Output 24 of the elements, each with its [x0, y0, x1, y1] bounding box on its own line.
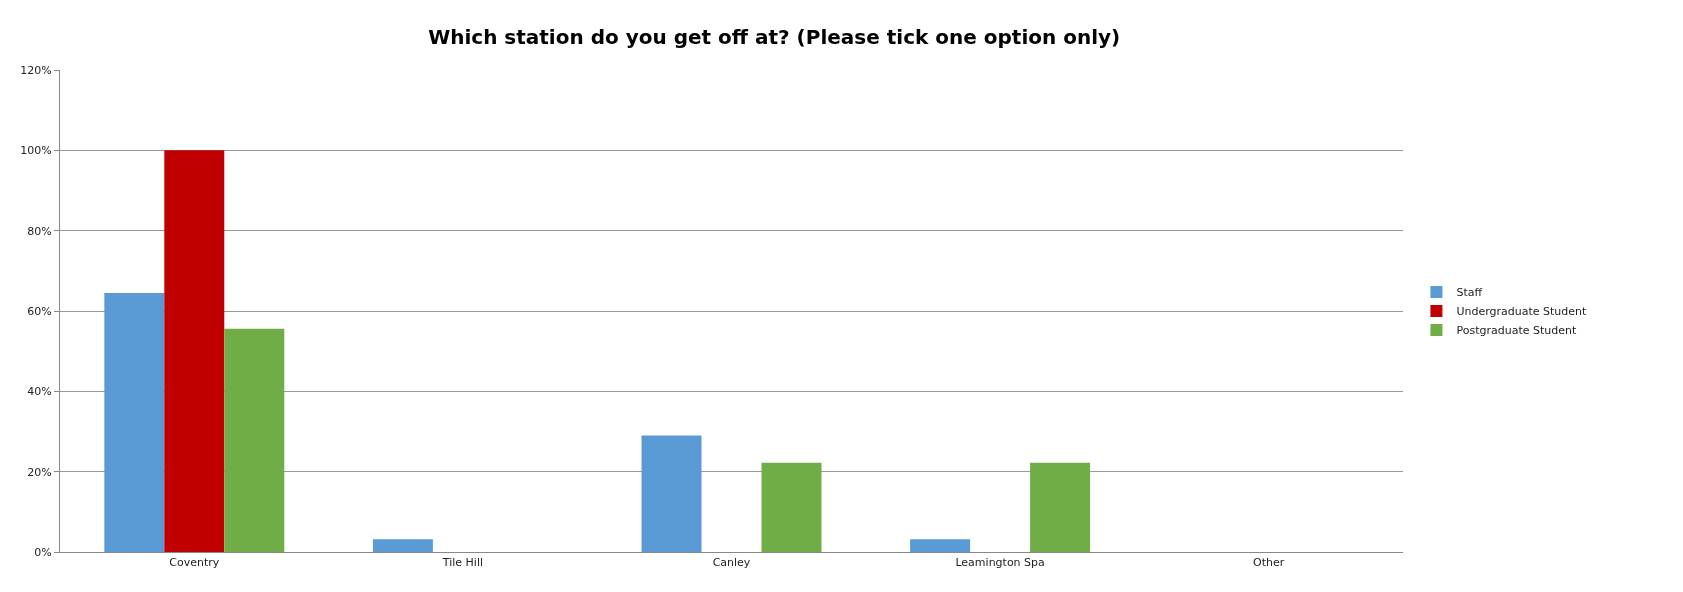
bar — [224, 328, 285, 552]
x-tick-label: Leamington Spa — [955, 556, 1045, 570]
y-tick-label: 0% — [34, 545, 52, 559]
y-tick-label: 20% — [27, 465, 52, 479]
y-tick-label: 100% — [20, 144, 52, 158]
bar — [641, 435, 702, 552]
x-tick-label: Other — [1253, 556, 1285, 570]
bar — [761, 462, 822, 552]
x-tick-label: Canley — [712, 556, 751, 570]
chart-title: Which station do you get off at? (Please tick one option only) — [428, 24, 1121, 49]
bar — [164, 150, 225, 552]
x-tick-label: Coventry — [169, 556, 220, 570]
legend-label: Postgraduate Student — [1456, 324, 1577, 338]
y-tick-label: 120% — [20, 63, 52, 77]
bar — [104, 292, 165, 552]
legend-label: Undergraduate Student — [1456, 305, 1588, 319]
x-tick-label: Tile Hill — [441, 556, 483, 570]
bar — [910, 539, 971, 552]
bar — [1030, 462, 1091, 552]
bar — [372, 539, 433, 552]
legend-label: Staff — [1456, 286, 1483, 300]
y-tick-label: 60% — [27, 304, 52, 318]
y-tick-label: 80% — [27, 224, 52, 238]
y-tick-label: 40% — [27, 385, 52, 399]
